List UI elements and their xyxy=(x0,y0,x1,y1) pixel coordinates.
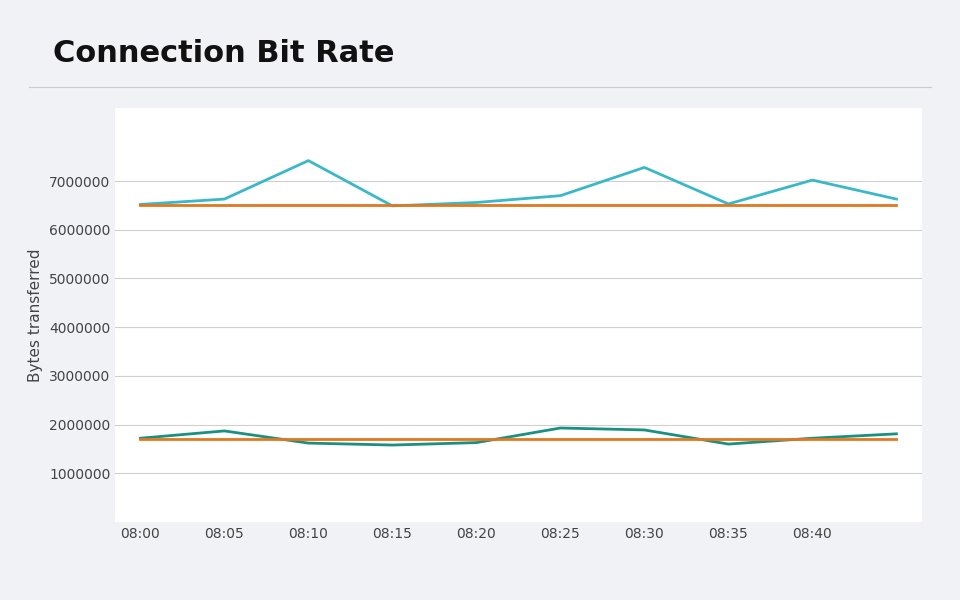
Y-axis label: Bytes transferred: Bytes transferred xyxy=(29,248,43,382)
Text: Connection Bit Rate: Connection Bit Rate xyxy=(53,40,395,68)
